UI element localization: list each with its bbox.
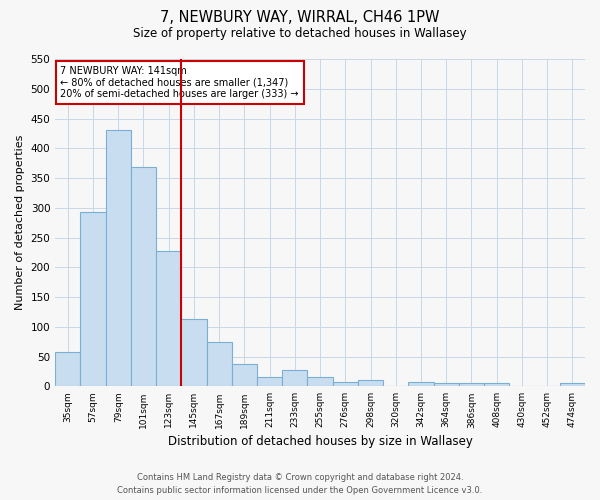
Bar — [282, 370, 307, 386]
Bar — [206, 342, 232, 386]
Bar — [156, 250, 181, 386]
Bar — [106, 130, 131, 386]
Bar — [181, 319, 206, 386]
Bar — [560, 384, 585, 386]
Bar — [232, 364, 257, 386]
Bar — [409, 382, 434, 386]
Bar — [358, 380, 383, 386]
Text: 7, NEWBURY WAY, WIRRAL, CH46 1PW: 7, NEWBURY WAY, WIRRAL, CH46 1PW — [160, 10, 440, 25]
X-axis label: Distribution of detached houses by size in Wallasey: Distribution of detached houses by size … — [167, 434, 473, 448]
Bar — [80, 212, 106, 386]
Bar — [332, 382, 358, 386]
Bar — [55, 352, 80, 386]
Bar — [484, 384, 509, 386]
Text: Contains HM Land Registry data © Crown copyright and database right 2024.
Contai: Contains HM Land Registry data © Crown c… — [118, 474, 482, 495]
Text: Size of property relative to detached houses in Wallasey: Size of property relative to detached ho… — [133, 28, 467, 40]
Bar — [307, 378, 332, 386]
Bar — [131, 168, 156, 386]
Bar — [257, 378, 282, 386]
Bar — [434, 384, 459, 386]
Y-axis label: Number of detached properties: Number of detached properties — [15, 135, 25, 310]
Bar — [459, 384, 484, 386]
Text: 7 NEWBURY WAY: 141sqm
← 80% of detached houses are smaller (1,347)
20% of semi-d: 7 NEWBURY WAY: 141sqm ← 80% of detached … — [61, 66, 299, 98]
